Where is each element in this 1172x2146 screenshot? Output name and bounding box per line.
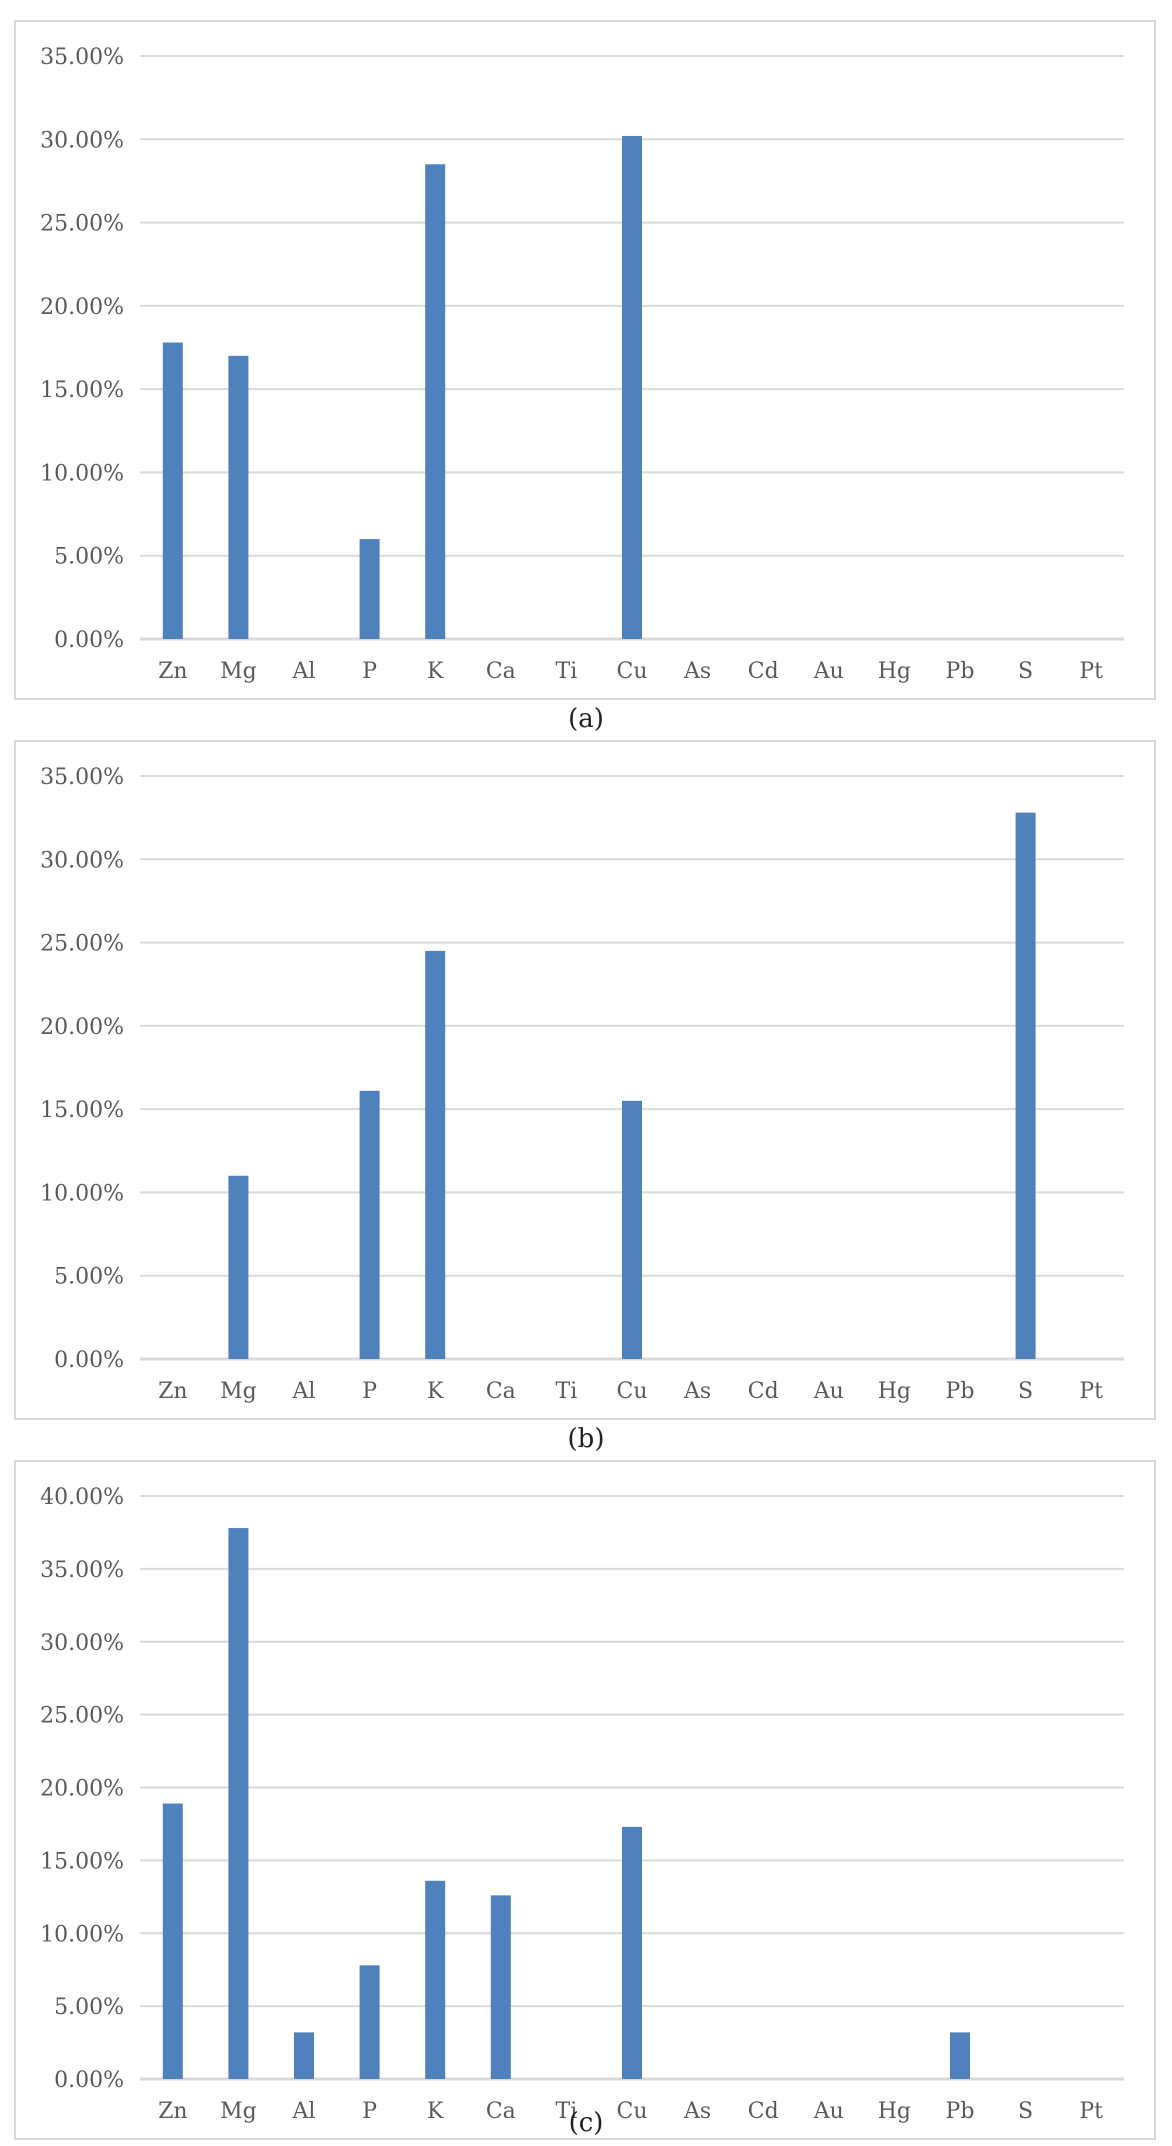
x-tick-label: As [683, 659, 711, 684]
y-tick-label: 0.00% [54, 2068, 124, 2093]
y-tick-label: 10.00% [40, 1922, 124, 1947]
y-tick-label: 10.00% [40, 1181, 124, 1206]
x-tick-label: S [1018, 659, 1033, 684]
x-tick-label: Pt [1079, 2099, 1103, 2124]
y-tick-label: 15.00% [40, 378, 124, 403]
y-tick-label: 35.00% [40, 765, 124, 790]
x-tick-label: Cd [748, 2099, 779, 2124]
x-tick-label: Hg [878, 1379, 911, 1404]
x-tick-label: Ca [486, 2099, 516, 2124]
x-tick-label: Pt [1079, 1379, 1103, 1404]
bar-mg [228, 1528, 249, 2079]
caption-b: (b) [567, 1424, 605, 1454]
bar-chart-a: 0.00% 5.00% 10.00% 15.00% 20.00% 25.00% 30.00%… [40, 45, 1124, 684]
bar-cu [622, 1826, 642, 2079]
x-tick-label: Al [292, 1379, 316, 1404]
x-tick-label: Zn [158, 659, 187, 684]
x-tick-label: Ca [486, 659, 516, 684]
y-tick-label: 25.00% [40, 932, 124, 957]
x-tick-label: Mg [220, 1379, 257, 1404]
y-tick-label: 5.00% [54, 1265, 124, 1290]
x-tick-label: As [683, 2099, 711, 2124]
x-tick-label: Cu [616, 2099, 647, 2124]
x-tick-label: K [427, 659, 444, 684]
x-tick-label: As [683, 1379, 711, 1404]
bar-p [359, 1090, 380, 1359]
bar-k [425, 164, 446, 639]
x-tick-label: Ti [556, 2099, 578, 2124]
bar-ca [490, 1895, 511, 2079]
x-tick-label: S [1018, 1379, 1033, 1404]
x-tick-label: P [362, 2099, 377, 2124]
bar-k [425, 1880, 446, 2079]
y-tick-label: 20.00% [40, 295, 124, 320]
x-tick-label: Au [813, 1379, 844, 1404]
y-tick-label: 25.00% [40, 1704, 124, 1729]
bar-al [294, 2032, 314, 2079]
bar-pb [950, 2032, 970, 2079]
bar-zn [162, 342, 183, 639]
bar-cu [622, 135, 642, 639]
x-tick-label: Zn [158, 1379, 187, 1404]
y-tick-label: 20.00% [40, 1015, 124, 1040]
x-tick-label: P [362, 659, 377, 684]
bar-chart-b: 0.00% 5.00% 10.00% 15.00% 20.00% 25.00% 30.00%… [40, 765, 1124, 1404]
bar-p [359, 539, 380, 639]
x-tick-label: P [362, 1379, 377, 1404]
y-tick-label: 0.00% [54, 1348, 124, 1373]
x-tick-label: Hg [878, 659, 911, 684]
caption-c: (c) [568, 2108, 604, 2138]
y-tick-label: 20.00% [40, 1777, 124, 1802]
chart-panel-c: 0.00% 5.00% 10.00% 15.00% 20.00% 25.00% 30.00%… [14, 1460, 1156, 2140]
x-tick-label: Pb [946, 659, 975, 684]
x-tick-label: Hg [878, 2099, 911, 2124]
x-tick-label: Cu [616, 1379, 647, 1404]
y-tick-label: 5.00% [54, 1995, 124, 2020]
y-tick-label: 5.00% [54, 545, 124, 570]
chart-panel-a: 0.00% 5.00% 10.00% 15.00% 20.00% 25.00% 30.00%… [14, 20, 1156, 700]
y-tick-label: 25.00% [40, 212, 124, 237]
bar-cu [622, 1100, 642, 1359]
bar-zn [162, 1803, 183, 2079]
x-tick-label: S [1018, 2099, 1033, 2124]
x-tick-label: Ti [556, 659, 578, 684]
x-tick-label: Pb [946, 2099, 975, 2124]
y-tick-label: 10.00% [40, 461, 124, 486]
y-tick-label: 40.00% [40, 1485, 124, 1510]
y-tick-label: 30.00% [40, 128, 124, 153]
x-tick-label: Mg [220, 659, 257, 684]
x-tick-label: Au [813, 659, 844, 684]
y-tick-label: 30.00% [40, 1631, 124, 1656]
x-tick-label: Au [813, 2099, 844, 2124]
x-tick-label: Al [292, 2099, 316, 2124]
x-tick-label: Cd [748, 659, 779, 684]
bar-k [425, 950, 446, 1359]
y-tick-label: 35.00% [40, 1558, 124, 1583]
bar-p [359, 1965, 380, 2079]
bar-s [1015, 812, 1036, 1359]
bar-mg [228, 355, 249, 639]
x-tick-label: Al [292, 659, 316, 684]
caption-a: (a) [568, 704, 604, 734]
x-tick-label: Ca [486, 1379, 516, 1404]
y-tick-label: 15.00% [40, 1849, 124, 1874]
chart-panel-b: 0.00% 5.00% 10.00% 15.00% 20.00% 25.00% 30.00%… [14, 740, 1156, 1420]
y-tick-label: 35.00% [40, 45, 124, 70]
y-tick-label: 0.00% [54, 628, 124, 653]
x-tick-label: Pt [1079, 659, 1103, 684]
x-tick-label: Cd [748, 1379, 779, 1404]
x-tick-label: Zn [158, 2099, 187, 2124]
x-tick-label: Cu [616, 659, 647, 684]
bar-chart-c: 0.00% 5.00% 10.00% 15.00% 20.00% 25.00% 30.00%… [40, 1485, 1124, 2124]
x-tick-label: K [427, 2099, 444, 2124]
x-tick-label: Pb [946, 1379, 975, 1404]
bar-mg [228, 1175, 249, 1359]
x-tick-label: Mg [220, 2099, 257, 2124]
x-tick-label: K [427, 1379, 444, 1404]
y-tick-label: 15.00% [40, 1098, 124, 1123]
x-tick-label: Ti [556, 1379, 578, 1404]
y-tick-label: 30.00% [40, 848, 124, 873]
